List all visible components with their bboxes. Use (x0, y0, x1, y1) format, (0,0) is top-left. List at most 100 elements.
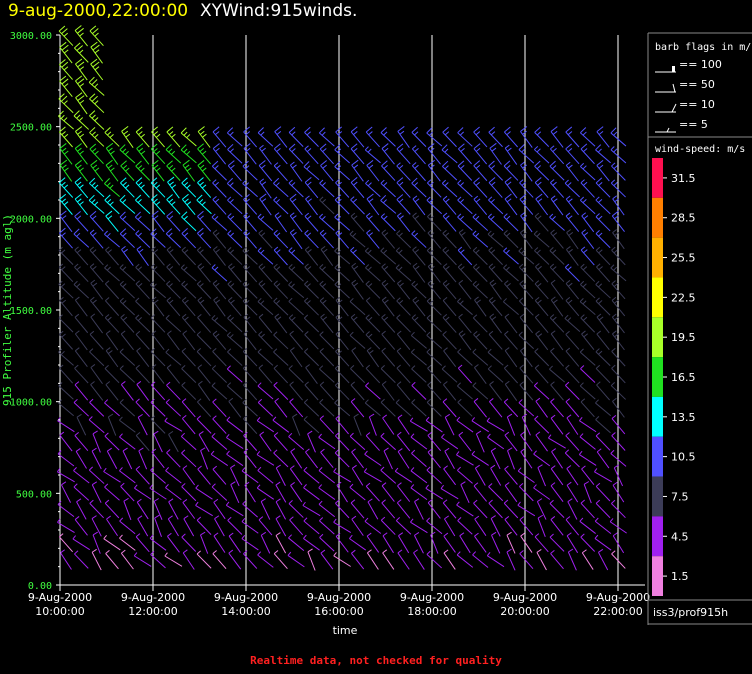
wind-barb-flag (229, 148, 234, 153)
wind-barb-flag (122, 300, 127, 305)
wind-barb-flag (475, 181, 481, 186)
wind-barb (380, 132, 396, 147)
wind-barb-flag (104, 432, 109, 437)
wind-barb (105, 147, 119, 165)
wind-barb-flag (459, 131, 465, 136)
wind-barb (458, 283, 472, 300)
wind-barb-flag (121, 246, 126, 250)
wind-barb (243, 451, 257, 469)
wind-barb-flag (149, 484, 153, 489)
wind-barb (153, 433, 163, 453)
wind-barb (533, 233, 550, 248)
wind-barb-flag (275, 182, 280, 187)
wind-barb-flag (398, 249, 403, 254)
wind-barb-flag (549, 160, 556, 167)
wind-barb-flag (156, 167, 161, 172)
wind-barb-flag (273, 331, 278, 336)
wind-barb-flag (549, 213, 554, 218)
wind-barb-flag (168, 164, 174, 169)
wind-barb-flag (289, 229, 295, 234)
wind-barb-flag (457, 127, 464, 134)
wind-barb-flag (63, 117, 68, 122)
wind-barb-flag (304, 348, 309, 353)
wind-barb-flag (321, 266, 326, 271)
wind-barb (349, 538, 367, 551)
wind-barb (288, 182, 304, 198)
wind-barb-flag (614, 316, 619, 321)
wind-barb-flag (288, 264, 293, 268)
wind-barb (534, 418, 550, 434)
wind-barb-flag (337, 181, 342, 186)
wind-barb (595, 486, 611, 502)
wind-barb (396, 502, 411, 519)
wind-barb (213, 502, 226, 520)
wind-barb (288, 503, 304, 518)
wind-barb (350, 250, 365, 265)
wind-barb-flag (109, 201, 114, 206)
wind-barb-flag (580, 499, 585, 504)
colorbar-swatch (652, 556, 663, 596)
wind-barb-flag (595, 213, 600, 218)
wind-barb (256, 420, 275, 433)
wind-barb (58, 30, 74, 46)
wind-barb-flag (334, 399, 339, 404)
wind-barb (396, 215, 411, 232)
wind-barb-flag (458, 330, 464, 335)
wind-barb-flag (290, 347, 295, 352)
wind-barb-flag (521, 198, 527, 203)
wind-barb-flag (396, 381, 402, 386)
wind-barb-flag (244, 481, 250, 486)
wind-barb-flag (77, 95, 85, 101)
wind-barb (364, 520, 382, 534)
wind-barb-flag (564, 449, 570, 454)
wind-barb (74, 553, 89, 569)
wind-barb-flag (230, 265, 235, 270)
wind-barb (444, 518, 456, 537)
wind-barb-flag (426, 348, 431, 353)
wind-barb-flag (319, 331, 324, 336)
wind-barb-flag (138, 131, 143, 136)
wind-barb (503, 502, 519, 519)
wind-barb-flag (520, 347, 525, 352)
wind-barb-flag (241, 534, 246, 539)
wind-barb-flag (489, 279, 495, 284)
wind-barb (442, 334, 457, 350)
wind-barb-flag (549, 247, 554, 251)
wind-barb-flag (486, 417, 491, 422)
wind-barb-flag (291, 198, 297, 203)
wind-barb (381, 485, 395, 502)
wind-barb-flag (412, 296, 418, 301)
wind-barb-flag (304, 297, 309, 302)
wind-barb (292, 416, 301, 436)
wind-barb-flag (182, 499, 188, 503)
wind-barb (303, 317, 320, 333)
wind-barb-flag (215, 282, 220, 287)
wind-barb-flag (381, 143, 389, 149)
wind-barb (487, 555, 505, 568)
wind-barb-flag (598, 130, 604, 135)
wind-barb-flag (488, 263, 494, 268)
wind-barb-flag (552, 130, 558, 135)
wind-barb-flag (288, 432, 293, 437)
wind-barb-flag (474, 515, 480, 520)
wind-barb-flag (580, 127, 587, 134)
wind-barb-flag (490, 198, 495, 203)
wind-barb-flag (259, 193, 267, 200)
wind-barb (550, 553, 564, 570)
wind-barb-flag (94, 83, 99, 88)
wind-barb (503, 250, 519, 265)
wind-barb-flag (136, 245, 142, 250)
wind-barb-flag (519, 280, 524, 285)
wind-barb-flag (319, 264, 324, 268)
wind-barb (612, 401, 625, 418)
wind-barb-flag (457, 364, 463, 369)
wind-barb-flag (613, 131, 618, 136)
wind-barb (304, 334, 319, 350)
wind-barb-flag (229, 199, 234, 203)
wind-barb-flag (460, 249, 465, 254)
wind-barb (273, 165, 288, 182)
wind-barb-flag (304, 229, 309, 234)
wind-barb-flag (445, 282, 450, 287)
wind-barb-flag (201, 201, 206, 206)
wind-barb-flag (504, 313, 510, 318)
